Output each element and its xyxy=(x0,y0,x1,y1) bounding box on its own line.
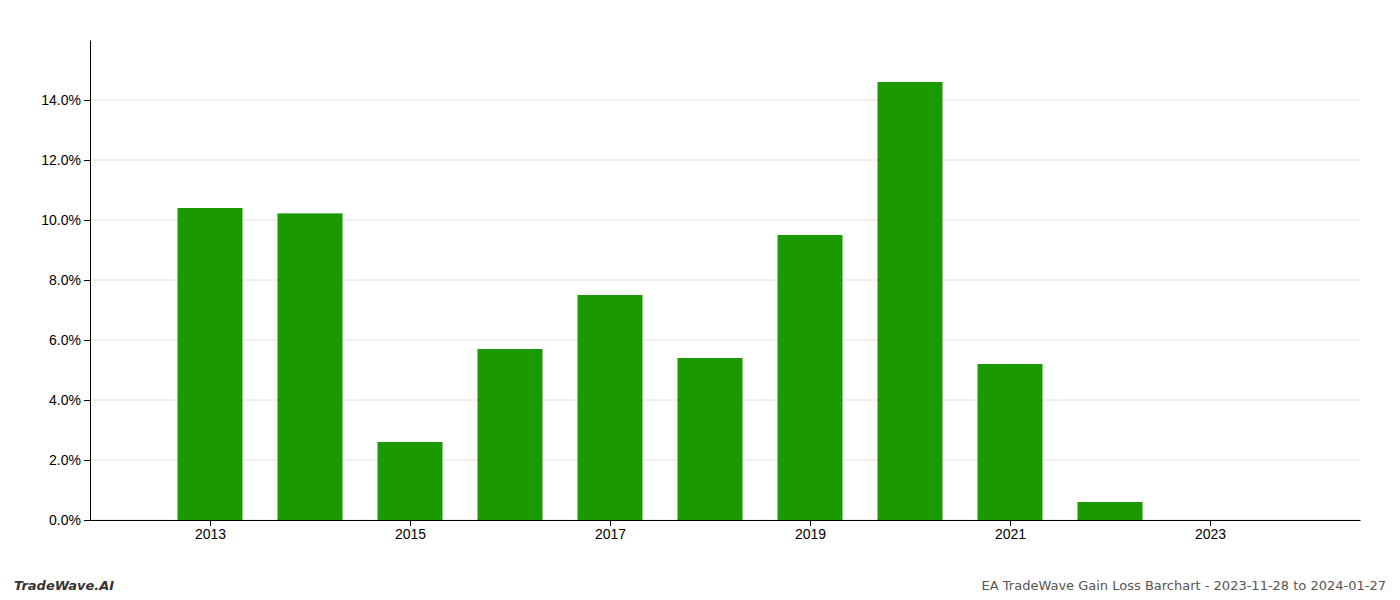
tick-mark xyxy=(84,340,90,341)
tick-label: 14.0% xyxy=(41,92,81,108)
tick: 6.0% xyxy=(49,332,90,348)
tick: 2023 xyxy=(1195,520,1226,542)
tick: 12.0% xyxy=(41,152,90,168)
tick-label: 2.0% xyxy=(49,452,81,468)
grid-line xyxy=(90,160,1360,161)
tick: 2019 xyxy=(795,520,826,542)
bar xyxy=(378,442,443,520)
bar xyxy=(1078,502,1143,520)
tick: 10.0% xyxy=(41,212,90,228)
tick-label: 12.0% xyxy=(41,152,81,168)
tick: 2013 xyxy=(195,520,226,542)
grid-line xyxy=(90,100,1360,101)
bar xyxy=(978,364,1043,520)
tick-label: 8.0% xyxy=(49,272,81,288)
tick: 2015 xyxy=(395,520,426,542)
tick-label: 2015 xyxy=(395,526,426,542)
tick-label: 2023 xyxy=(1195,526,1226,542)
tick: 2021 xyxy=(995,520,1026,542)
bar xyxy=(178,208,243,520)
y-axis: 0.0% 2.0% 4.0% 6.0% 8.0% 10.0% 12.0% 14.0% xyxy=(41,41,90,528)
bar xyxy=(478,349,543,520)
tick: 2017 xyxy=(595,520,626,542)
tick: 0.0% xyxy=(49,512,90,528)
x-axis: 2013 2015 2017 2019 2021 2023 xyxy=(91,520,1361,542)
tick: 8.0% xyxy=(49,272,90,288)
plot: 0.0%2.0%4.0%6.0%8.0%10.0%12.0%14.0%20132… xyxy=(41,41,1360,542)
tick-label: 10.0% xyxy=(41,212,81,228)
tick-mark xyxy=(84,280,90,281)
tick-label: 6.0% xyxy=(49,332,81,348)
footer-left: TradeWave.AI xyxy=(14,578,114,593)
bar xyxy=(678,358,743,520)
bars xyxy=(178,82,1143,520)
tick-mark xyxy=(84,100,90,101)
tick-mark xyxy=(84,220,90,221)
tick-label: 2019 xyxy=(795,526,826,542)
bar xyxy=(778,235,843,520)
tick-mark xyxy=(84,520,90,521)
tick-mark xyxy=(84,460,90,461)
bar xyxy=(578,295,643,520)
chart: 0.0%2.0%4.0%6.0%8.0%10.0%12.0%14.0%20132… xyxy=(0,0,1400,600)
bar xyxy=(1178,520,1243,521)
tick-mark xyxy=(84,160,90,161)
tick-label: 2013 xyxy=(195,526,226,542)
bar xyxy=(278,213,343,520)
tick-mark xyxy=(84,400,90,401)
tick-label: 2017 xyxy=(595,526,626,542)
tick-label: 0.0% xyxy=(49,512,81,528)
tick: 2.0% xyxy=(49,452,90,468)
grid xyxy=(90,100,1360,520)
axis-line xyxy=(90,41,91,521)
footer-right: EA TradeWave Gain Loss Barchart - 2023-1… xyxy=(982,578,1386,593)
tick-label: 2021 xyxy=(995,526,1026,542)
bar xyxy=(878,82,943,520)
tick-label: 4.0% xyxy=(49,392,81,408)
tick: 4.0% xyxy=(49,392,90,408)
axis-line xyxy=(91,520,1361,521)
tick: 14.0% xyxy=(41,92,90,108)
